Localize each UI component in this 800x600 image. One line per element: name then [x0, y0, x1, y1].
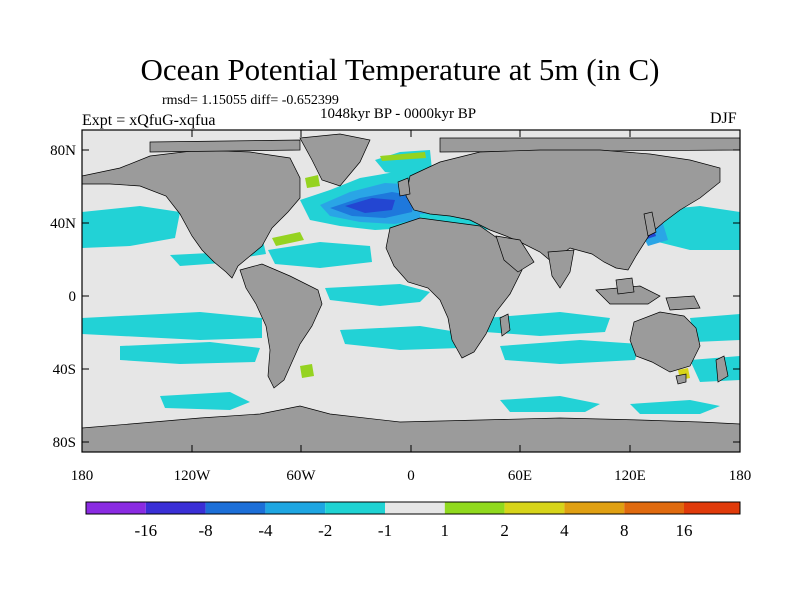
southeast-pacific-cyan	[120, 342, 260, 364]
y-tick-label: 0	[69, 289, 77, 305]
colorbar-box	[504, 502, 565, 514]
indian-cyan-west	[485, 312, 610, 336]
africa	[385, 217, 523, 359]
colorbar-label: 1	[441, 521, 450, 540]
india	[547, 249, 575, 289]
stats-label: rmsd= 1.15055 diff= -0.652399	[162, 93, 339, 108]
x-tick-label: 180	[71, 468, 94, 484]
tasmania	[675, 373, 687, 385]
equatorial-atlantic-cyan	[325, 284, 430, 306]
season-label: DJF	[710, 110, 737, 127]
equatorial-pacific-cyan	[82, 312, 262, 340]
colorbar	[85, 501, 741, 515]
plot-title: Ocean Potential Temperature at 5m (in C)	[140, 52, 660, 87]
north-pacific-cyan-west	[82, 206, 180, 248]
colorbar-box	[205, 502, 266, 514]
eurasia	[405, 149, 721, 271]
new-zealand	[715, 355, 729, 383]
colorbar-label: 2	[500, 521, 509, 540]
southern-ocean-cyan-3	[630, 400, 720, 414]
period-label: 1048kyr BP - 0000kyr BP	[320, 106, 477, 122]
colorbar-box	[444, 502, 505, 514]
colorbar-label: -16	[134, 521, 157, 540]
gulf-green	[272, 232, 304, 246]
australia	[629, 311, 701, 373]
new-guinea	[665, 295, 701, 311]
west-pacific-cyan	[690, 314, 740, 342]
japan	[643, 211, 657, 237]
patagonia-green	[300, 364, 314, 378]
south-america	[239, 263, 323, 389]
x-tick-label: 180	[729, 468, 752, 484]
colorbar-labels: -16 -8 -4 -2 -1 1 2 4 8 16	[134, 521, 692, 540]
madagascar	[499, 313, 511, 337]
x-tick-label: 60W	[286, 468, 316, 484]
arctic-land	[149, 139, 301, 153]
anomaly-field	[82, 150, 740, 414]
borneo	[615, 277, 635, 295]
y-tick-label: 80N	[50, 143, 76, 159]
colorbar-box	[385, 502, 445, 514]
colorbar-label: -8	[199, 521, 213, 540]
labrador-green	[305, 175, 320, 188]
y-tick-label: 80S	[53, 435, 76, 451]
colorbar-box	[145, 502, 206, 514]
colorbar-frame	[85, 501, 741, 515]
y-tick-label: 40N	[50, 216, 76, 232]
colorbar-label: -4	[258, 521, 273, 540]
colorbar-box	[265, 502, 326, 514]
greenland	[299, 133, 371, 187]
south-atlantic-cyan	[340, 326, 470, 350]
x-tick-label: 0	[407, 468, 415, 484]
map-ticks	[81, 130, 741, 452]
tropical-atlantic-cyan	[268, 242, 372, 268]
colorbar-label: 8	[620, 521, 629, 540]
colorbar-box	[624, 502, 684, 514]
x-tick-label: 120W	[174, 468, 212, 484]
land-masses	[81, 133, 741, 453]
colorbar-label: 4	[560, 521, 569, 540]
colorbar-label: -2	[318, 521, 332, 540]
colorbar-label: -1	[378, 521, 392, 540]
y-tick-label: 40S	[53, 362, 76, 378]
arabia	[495, 235, 535, 273]
southern-ocean-cyan-2	[500, 396, 600, 412]
north-atlantic-darkblue	[345, 198, 395, 213]
experiment-label: Expt = xQfuG-xqfua	[82, 112, 216, 129]
colorbar-box	[86, 502, 146, 514]
north-america	[81, 149, 301, 279]
x-axis-labels: 180 120W 60W 0 60E 120E 180	[71, 468, 752, 484]
indian-cyan-south	[500, 340, 640, 364]
british-isles	[397, 177, 411, 197]
x-tick-label: 120E	[614, 468, 646, 484]
y-axis-labels: 80N 40N 0 40S 80S	[50, 143, 76, 451]
colorbar-box	[325, 502, 385, 514]
southern-ocean-cyan-1	[160, 392, 250, 410]
x-tick-label: 60E	[508, 468, 532, 484]
colorbar-box	[684, 502, 740, 514]
nordic-green	[380, 152, 426, 161]
colorbar-box	[564, 502, 625, 514]
colorbar-label: 16	[676, 521, 693, 540]
